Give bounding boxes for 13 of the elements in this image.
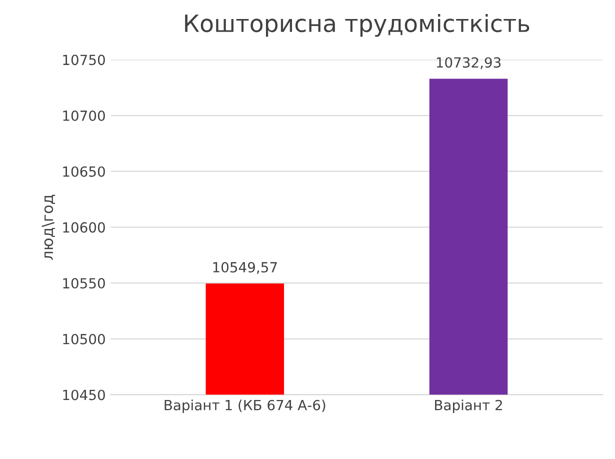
y-tick-label: 10550: [63, 278, 105, 289]
y-tick-label: 10500: [63, 334, 105, 344]
chart-title: Кошторисна трудомісткість: [185, 14, 530, 37]
y-tick-label: 10600: [63, 222, 105, 233]
y-axis-title: люд\год: [42, 194, 56, 260]
data-label: 10549,57: [213, 262, 277, 274]
x-tick-label: Варіант 2: [435, 400, 502, 414]
y-tick-label: 10750: [63, 54, 105, 66]
x-tick-label: Варіант 1 (КБ 674 А-6): [164, 400, 326, 414]
y-tick-label: 10450: [63, 390, 105, 400]
y-tick-label: 10650: [63, 166, 105, 177]
y-tick-label: 10700: [63, 110, 105, 121]
data-label: 10732,93: [436, 57, 501, 70]
